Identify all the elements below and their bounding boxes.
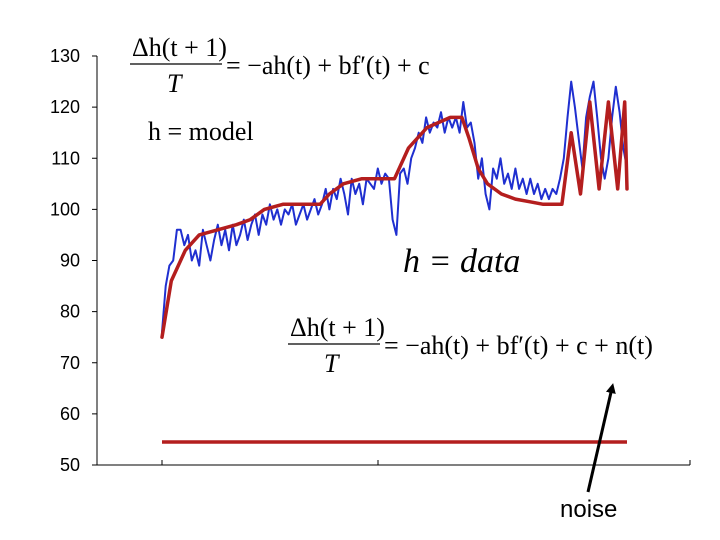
y-tick-labels: 130 120 110 100 90 80 70 60 50 — [50, 46, 97, 475]
data-equation-numerator: Δh(t + 1) — [290, 313, 385, 342]
data-equation-rhs: = −ah(t) + bf′(t) + c + n(t) — [384, 331, 653, 360]
model-equation-numerator: Δh(t + 1) — [132, 33, 227, 62]
y-tick-label: 110 — [51, 148, 80, 168]
y-tick-label: 80 — [60, 302, 80, 322]
model-equation-rhs: = −ah(t) + bf′(t) + c — [226, 51, 430, 80]
noise-arrow — [586, 383, 616, 493]
data-equation-denominator: T — [324, 349, 340, 378]
y-tick-label: 60 — [60, 404, 80, 424]
y-tick-label: 90 — [60, 251, 80, 271]
series-layer — [160, 80, 629, 339]
data-series-line — [161, 80, 628, 334]
y-tick-label: 120 — [50, 97, 80, 117]
data-equation: Δh(t + 1) T = −ah(t) + bf′(t) + c + n(t) — [288, 313, 653, 378]
noise-label: noise — [560, 496, 617, 523]
y-tick-label: 70 — [60, 353, 80, 373]
y-tick-label: 130 — [50, 46, 80, 66]
model-equation: Δh(t + 1) T = −ah(t) + bf′(t) + c — [130, 33, 430, 98]
y-tick-label: 50 — [60, 455, 80, 475]
data-label: h = data — [403, 243, 520, 280]
model-equation-denominator: T — [167, 69, 183, 98]
model-series-line — [160, 100, 629, 339]
model-label: h = model — [148, 117, 254, 146]
y-tick-label: 100 — [50, 199, 80, 219]
